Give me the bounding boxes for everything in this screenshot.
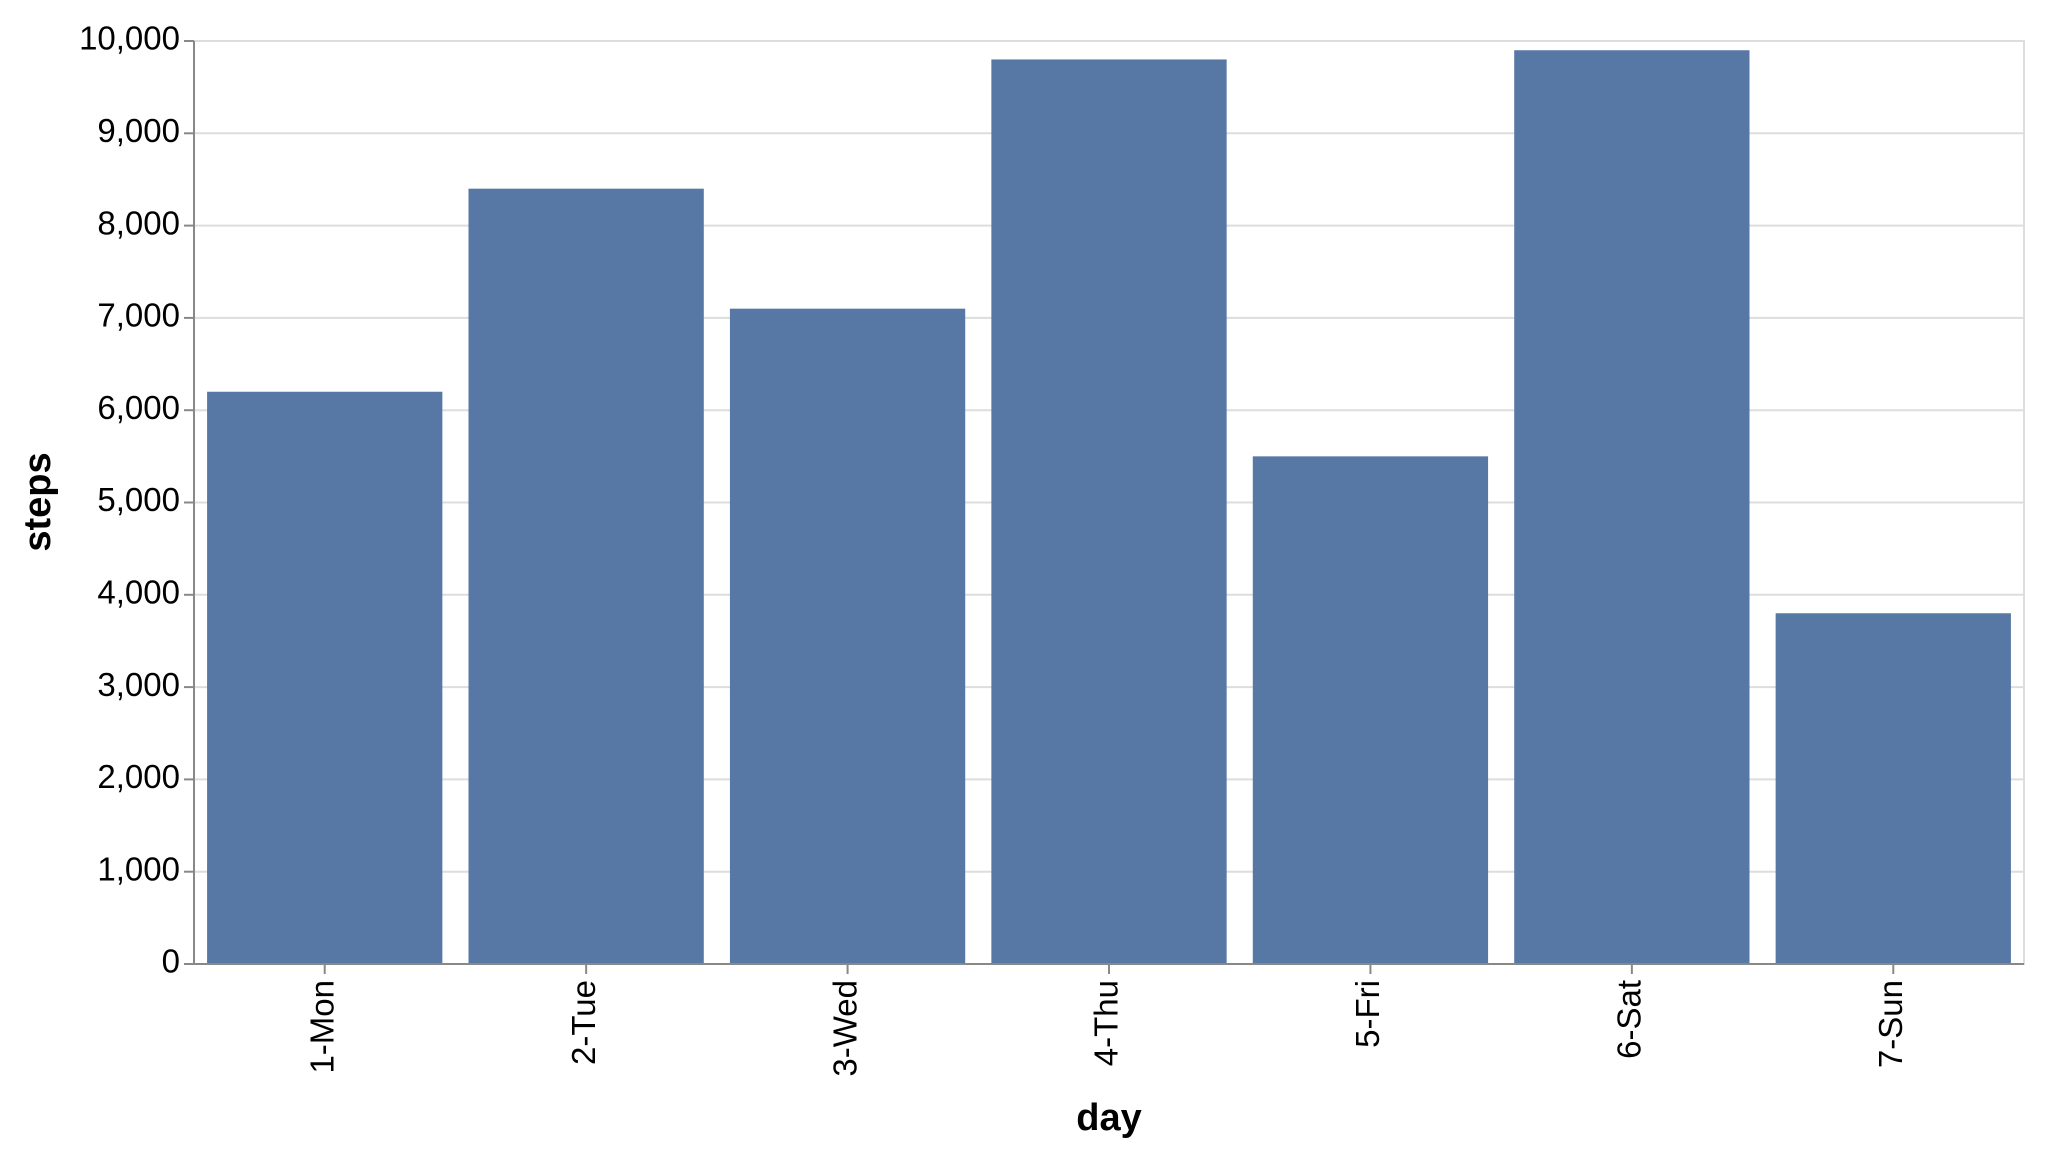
x-tick-label: 2-Tue [565, 980, 602, 1065]
bar [207, 391, 443, 964]
y-tick-label: 1,000 [97, 850, 180, 887]
y-tick-label: 9,000 [97, 112, 180, 149]
bar [1252, 456, 1489, 964]
x-tick-label: 3-Wed [826, 980, 863, 1077]
y-tick-label: 10,000 [79, 20, 180, 57]
bar [468, 188, 704, 964]
y-tick-label: 0 [162, 943, 180, 980]
y-tick-label: 7,000 [97, 297, 180, 334]
x-axis-title: day [1076, 1097, 1141, 1139]
y-tick-label: 5,000 [97, 481, 180, 518]
y-tick-label: 8,000 [97, 204, 180, 241]
x-tick-label: 4-Thu [1088, 980, 1125, 1066]
y-axis-title: steps [17, 452, 59, 551]
y-tick-label: 3,000 [97, 666, 180, 703]
bar [1775, 613, 2011, 964]
x-tick-label: 5-Fri [1349, 980, 1386, 1048]
y-tick-label: 4,000 [97, 574, 180, 611]
y-tick-label: 6,000 [97, 389, 180, 426]
y-tick-label: 2,000 [97, 758, 180, 795]
bar [991, 59, 1227, 964]
bar [1514, 50, 1750, 965]
x-tick-label: 7-Sun [1872, 980, 1909, 1068]
x-tick-label: 1-Mon [303, 980, 340, 1074]
bar [729, 308, 966, 964]
x-tick-label: 6-Sat [1611, 980, 1648, 1059]
